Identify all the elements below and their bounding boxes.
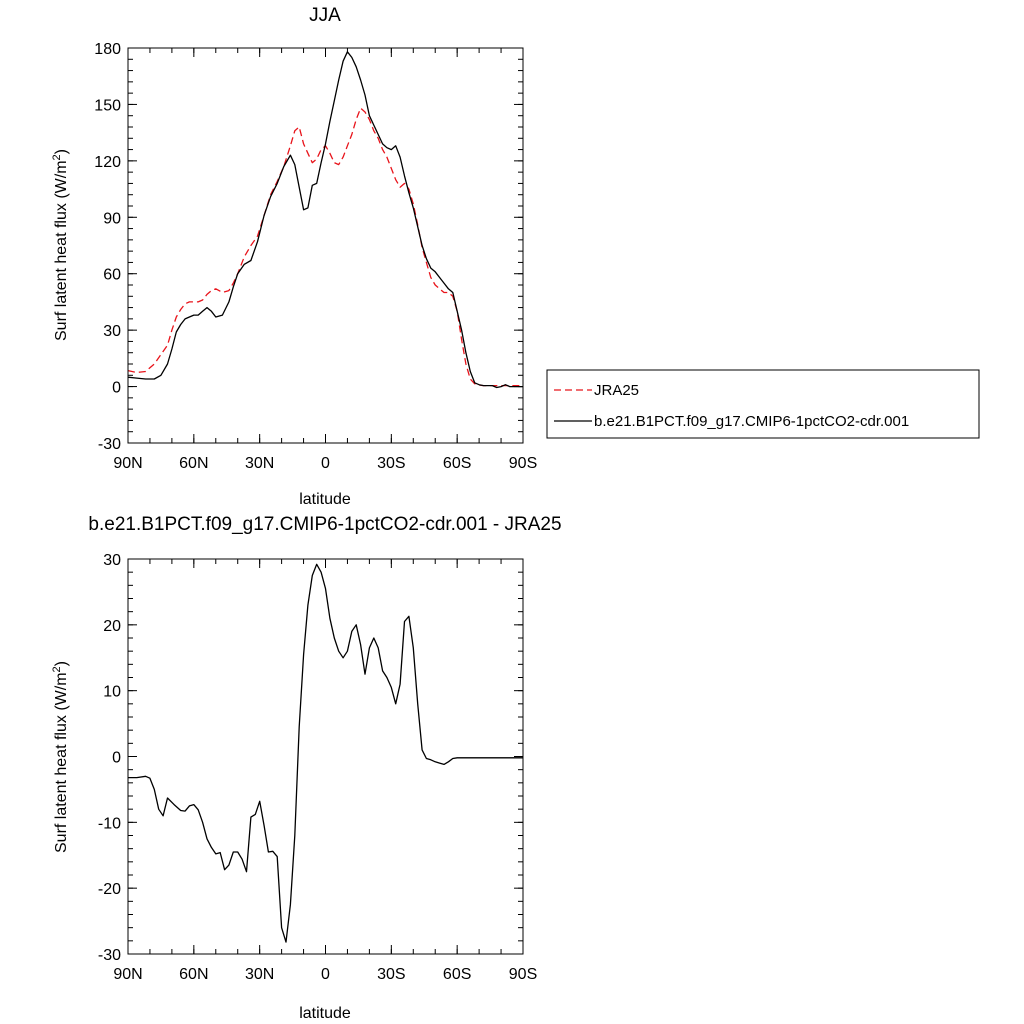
bottom-xtick-label: 0 xyxy=(321,966,330,983)
top-series-0-line xyxy=(127,107,523,387)
top-panel-title: JJA xyxy=(309,5,341,26)
bottom-panel-ticks: 30 20 10 0 -10 -20 -30 90N 60N 30N 0 30S 60S 90S xyxy=(98,552,537,983)
bottom-series-0-line xyxy=(128,563,523,943)
top-panel-ylabel: Surf latent heat flux (W/m2) xyxy=(51,149,70,341)
bottom-panel-xlabel: latitude xyxy=(299,1005,351,1022)
top-ytick-label: 30 xyxy=(103,323,121,340)
top-xtick-label: 30N xyxy=(245,455,274,472)
legend-label-jra25: JRA25 xyxy=(594,382,639,399)
bottom-xtick-label: 90S xyxy=(509,966,537,983)
bottom-xtick-label: 60S xyxy=(443,966,471,983)
top-ytick-label: 90 xyxy=(103,210,121,227)
top-panel-series xyxy=(127,51,523,389)
legend-box xyxy=(546,369,980,439)
bottom-panel: b.e21.B1PCT.f09_g17.CMIP6-1pctCO2-cdr.00… xyxy=(51,514,562,1022)
top-ytick-label: 0 xyxy=(112,380,121,397)
legend-label-model: b.e21.B1PCT.f09_g17.CMIP6-1pctCO2-cdr.00… xyxy=(594,413,909,430)
bottom-ytick-label: 10 xyxy=(103,684,121,701)
top-xtick-label: 30S xyxy=(377,455,405,472)
bottom-panel-series xyxy=(128,563,523,943)
bottom-xtick-label: 30N xyxy=(245,966,274,983)
bottom-panel-ylabel-close: ) xyxy=(53,661,70,666)
top-ytick-label: 150 xyxy=(94,97,121,114)
top-ytick-label: 180 xyxy=(94,41,121,58)
top-ytick-label: -30 xyxy=(98,436,121,453)
legend: JRA25 b.e21.B1PCT.f09_g17.CMIP6-1pctCO2-… xyxy=(546,369,980,439)
top-xtick-label: 0 xyxy=(321,455,330,472)
bottom-xtick-label: 60N xyxy=(179,966,208,983)
top-ytick-label: 60 xyxy=(103,267,121,284)
bottom-ytick-label: 30 xyxy=(103,552,121,569)
bottom-ytick-label: -20 xyxy=(98,881,121,898)
bottom-ytick-label: -10 xyxy=(98,815,121,832)
top-series-1-line xyxy=(127,51,523,389)
bottom-xtick-label: 30S xyxy=(377,966,405,983)
bottom-panel-ylabel-main: Surf latent heat flux (W/m xyxy=(53,672,70,853)
top-ytick-label: 120 xyxy=(94,154,121,171)
bottom-panel-ylabel: Surf latent heat flux (W/m2) xyxy=(51,661,70,853)
bottom-panel-title: b.e21.B1PCT.f09_g17.CMIP6-1pctCO2-cdr.00… xyxy=(88,514,561,535)
top-xtick-label: 90S xyxy=(509,455,537,472)
top-xtick-label: 90N xyxy=(113,455,142,472)
top-panel-ylabel-main: Surf latent heat flux (W/m xyxy=(53,160,70,341)
top-panel-xlabel: latitude xyxy=(299,491,351,508)
bottom-ytick-label: 0 xyxy=(112,750,121,767)
bottom-panel-ylabel-sup: 2 xyxy=(51,666,63,672)
bottom-ytick-label: 20 xyxy=(103,618,121,635)
top-panel-ylabel-sup: 2 xyxy=(51,154,63,160)
top-panel: JJA 180 150 120 90 60 30 0 -30 90N 60N 30N 0 30S 60S 9… xyxy=(51,5,980,508)
bottom-ytick-label: -30 xyxy=(98,947,121,964)
top-xtick-label: 60N xyxy=(179,455,208,472)
top-panel-frame xyxy=(127,47,524,444)
bottom-panel-frame xyxy=(127,558,524,955)
top-panel-ylabel-close: ) xyxy=(53,149,70,154)
top-panel-ticks: 180 150 120 90 60 30 0 -30 90N 60N 30N 0 30S 60S 90S xyxy=(94,41,537,472)
top-xtick-label: 60S xyxy=(443,455,471,472)
bottom-xtick-label: 90N xyxy=(113,966,142,983)
